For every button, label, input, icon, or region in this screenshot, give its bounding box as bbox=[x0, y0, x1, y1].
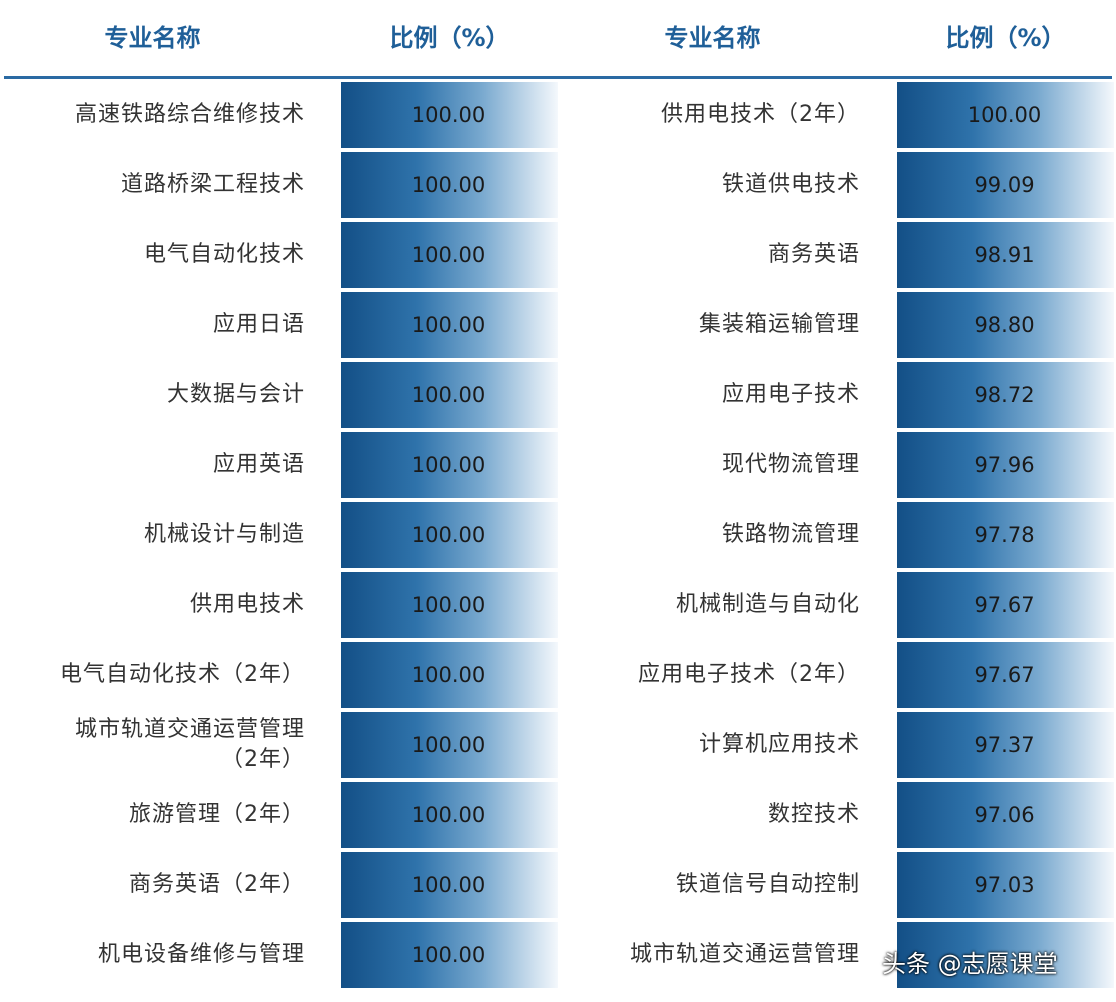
header-rule bbox=[4, 76, 1112, 79]
ratio-cell: 100.00 bbox=[341, 572, 558, 638]
major-name: 供用电技术 bbox=[189, 592, 305, 617]
major-name: 应用英语 bbox=[212, 452, 305, 477]
major-name: 现代物流管理 bbox=[721, 452, 860, 477]
column-header: 比例（%） bbox=[945, 24, 1066, 52]
major-name: 数控技术 bbox=[767, 802, 860, 827]
ratio-cell: 100.00 bbox=[341, 152, 558, 218]
major-name: 铁道供电技术 bbox=[721, 172, 860, 197]
ratio-cell: 97.67 bbox=[897, 642, 1114, 708]
ratio-value: 100.00 bbox=[411, 733, 486, 757]
major-name: 城市轨道交通运营管理 （2年） bbox=[74, 717, 305, 772]
major-name: 铁路物流管理 bbox=[721, 522, 860, 547]
ratio-value: 100.00 bbox=[411, 383, 486, 407]
ratio-value: 100.00 bbox=[411, 523, 486, 547]
major-name: 应用电子技术 bbox=[721, 382, 860, 407]
ratio-value: 98.91 bbox=[974, 243, 1035, 267]
major-name: 机械制造与自动化 bbox=[675, 592, 860, 617]
ratio-cell: 100.00 bbox=[341, 852, 558, 918]
column-header: 专业名称 bbox=[104, 24, 201, 52]
watermark: 头条 @志愿课堂 bbox=[882, 950, 1058, 978]
ratio-cell: 97.06 bbox=[897, 782, 1114, 848]
ratio-cell: 98.72 bbox=[897, 362, 1114, 428]
major-name: 城市轨道交通运营管理 bbox=[629, 942, 860, 967]
ratio-value: 97.67 bbox=[974, 593, 1035, 617]
major-name: 应用电子技术（2年） bbox=[638, 662, 860, 687]
ratio-value: 100.00 bbox=[411, 873, 486, 897]
ratio-cell: 98.91 bbox=[897, 222, 1114, 288]
ratio-value: 100.00 bbox=[411, 243, 486, 267]
ratio-value: 97.37 bbox=[974, 733, 1035, 757]
major-name: 商务英语（2年） bbox=[129, 872, 305, 897]
ratio-cell: 100.00 bbox=[341, 362, 558, 428]
major-name: 集装箱运输管理 bbox=[698, 312, 860, 337]
column-header: 专业名称 bbox=[664, 24, 761, 52]
ratio-cell: 97.67 bbox=[897, 572, 1114, 638]
ratio-value: 100.00 bbox=[967, 103, 1042, 127]
major-name: 铁道信号自动控制 bbox=[675, 872, 860, 897]
ratio-cell: 100.00 bbox=[341, 82, 558, 148]
ratio-cell: 97.96 bbox=[897, 432, 1114, 498]
ratio-cell: 100.00 bbox=[341, 222, 558, 288]
ratio-value: 97.03 bbox=[974, 873, 1035, 897]
major-name: 高速铁路综合维修技术 bbox=[74, 102, 305, 127]
ratio-value: 98.80 bbox=[974, 313, 1035, 337]
major-name: 机电设备维修与管理 bbox=[97, 942, 305, 967]
ratio-value: 100.00 bbox=[411, 313, 486, 337]
ratio-value: 97.96 bbox=[974, 453, 1035, 477]
ratio-cell: 100.00 bbox=[341, 292, 558, 358]
ratio-cell: 99.09 bbox=[897, 152, 1114, 218]
major-name: 大数据与会计 bbox=[166, 382, 305, 407]
ratio-cell: 100.00 bbox=[341, 782, 558, 848]
major-name: 旅游管理（2年） bbox=[129, 802, 305, 827]
ratio-cell: 98.80 bbox=[897, 292, 1114, 358]
ratio-cell: 100.00 bbox=[341, 712, 558, 778]
ratio-value: 100.00 bbox=[411, 593, 486, 617]
ratio-cell: 100.00 bbox=[341, 432, 558, 498]
column-header: 比例（%） bbox=[389, 24, 510, 52]
ratio-cell: 100.00 bbox=[897, 82, 1114, 148]
ratio-value: 97.06 bbox=[974, 803, 1035, 827]
ratio-value: 100.00 bbox=[411, 943, 486, 967]
ratio-cell: 100.00 bbox=[341, 922, 558, 988]
major-name: 应用日语 bbox=[212, 312, 305, 337]
major-name: 机械设计与制造 bbox=[143, 522, 305, 547]
major-name: 电气自动化技术（2年） bbox=[60, 662, 305, 687]
ratio-cell: 97.37 bbox=[897, 712, 1114, 778]
ratio-value: 100.00 bbox=[411, 103, 486, 127]
ratio-cell bbox=[897, 922, 1114, 988]
major-name: 商务英语 bbox=[767, 242, 860, 267]
ratio-value: 97.78 bbox=[974, 523, 1035, 547]
major-name: 道路桥梁工程技术 bbox=[120, 172, 305, 197]
ratio-cell: 97.03 bbox=[897, 852, 1114, 918]
ratio-cell: 100.00 bbox=[341, 642, 558, 708]
ratio-value: 98.72 bbox=[974, 383, 1035, 407]
major-name: 电气自动化技术 bbox=[143, 242, 305, 267]
ratio-cell: 100.00 bbox=[341, 502, 558, 568]
ratio-value: 100.00 bbox=[411, 453, 486, 477]
ratio-value: 99.09 bbox=[974, 173, 1035, 197]
ratio-value: 97.67 bbox=[974, 663, 1035, 687]
ratio-value: 100.00 bbox=[411, 663, 486, 687]
ratio-cell: 97.78 bbox=[897, 502, 1114, 568]
ratio-value: 100.00 bbox=[411, 173, 486, 197]
major-name: 计算机应用技术 bbox=[698, 732, 860, 757]
ratio-value: 100.00 bbox=[411, 803, 486, 827]
major-name: 供用电技术（2年） bbox=[661, 102, 860, 127]
